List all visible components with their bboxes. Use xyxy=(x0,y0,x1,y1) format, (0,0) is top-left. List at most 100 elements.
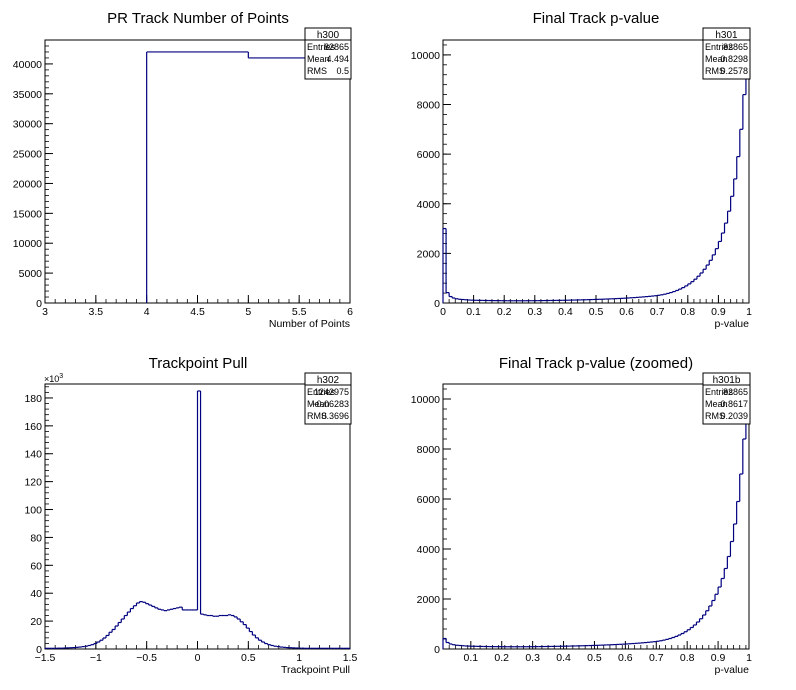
y-tick-label: 40 xyxy=(30,588,42,600)
x-tick-label: −1.5 xyxy=(35,652,56,664)
stats-label: Mean xyxy=(307,399,330,409)
y-tick-label: 0 xyxy=(36,644,42,656)
x-tick-label: −0.5 xyxy=(136,652,157,664)
histogram-line xyxy=(146,51,350,303)
x-axis-label: p-value xyxy=(715,318,750,330)
stats-value: 82865 xyxy=(324,42,349,52)
stats-box-frame xyxy=(304,372,352,425)
y-tick-label: 4000 xyxy=(417,544,441,556)
stats-box-name: h301b xyxy=(713,375,741,386)
y-tick-label: 6000 xyxy=(417,494,441,506)
stats-value: 82865 xyxy=(723,387,748,397)
stats-value: 0.8617 xyxy=(720,399,748,409)
y-tick-label: 5000 xyxy=(19,268,43,280)
y-tick-label: 140 xyxy=(24,449,42,461)
y-tick-label: 0 xyxy=(434,298,440,310)
stats-value: 1242975 xyxy=(314,387,349,397)
y-tick-label: 120 xyxy=(24,477,42,489)
x-tick-label: 5.5 xyxy=(292,306,307,318)
y-tick-label: 100 xyxy=(24,505,42,517)
stats-value: 0.8298 xyxy=(720,54,748,64)
stats-label: Entries xyxy=(705,42,734,52)
x-tick-label: 1.5 xyxy=(343,652,358,664)
stats-value: 4.494 xyxy=(326,54,349,64)
stats-label: RMS xyxy=(307,66,327,76)
stats-label: Mean xyxy=(705,399,728,409)
chart-title: Final Track p-value xyxy=(533,10,660,27)
x-axis-label: Number of Points xyxy=(269,318,350,330)
stats-box-frame xyxy=(702,372,751,425)
x-tick-label: 0.6 xyxy=(618,652,633,664)
axis-ticks: 3 3.5 4 4.5 5 5.5 6 0 5000 10000 15000 20000 25000 30… xyxy=(13,39,353,318)
x-tick-label: 1 xyxy=(746,306,752,318)
x-tick-label: 1 xyxy=(296,652,302,664)
stats-value: 0.3696 xyxy=(321,411,349,421)
y-tick-label: 8000 xyxy=(417,100,441,112)
x-tick-label: 0 xyxy=(440,306,446,318)
y-tick-label: 160 xyxy=(24,421,42,433)
stats-box-frame xyxy=(304,27,352,80)
stats-label: Entries xyxy=(307,42,336,52)
x-tick-label: 0.2 xyxy=(497,306,512,318)
x-tick-label: 0.6 xyxy=(619,306,634,318)
stats-label: Mean xyxy=(705,54,728,64)
stats-label: Entries xyxy=(705,387,734,397)
x-tick-label: 0.1 xyxy=(464,652,479,664)
y-tick-label: 6000 xyxy=(417,149,441,161)
x-tick-label: 0.5 xyxy=(589,306,604,318)
pad-trackpoint-pull: Trackpoint Pull ×103 −1.5 −1 −0.5 0 0.5 1 1.5 0… xyxy=(24,355,357,676)
y-tick-label: 35000 xyxy=(13,89,42,101)
chart-title: PR Track Number of Points xyxy=(107,10,289,27)
stats-label: RMS xyxy=(705,66,725,76)
x-tick-label: 0.7 xyxy=(650,306,665,318)
stats-label: RMS xyxy=(705,411,725,421)
chart-title: Final Track p-value (zoomed) xyxy=(499,355,693,372)
stats-box-frame xyxy=(702,27,751,80)
x-tick-label: 0.9 xyxy=(711,306,726,318)
x-tick-label: 4 xyxy=(144,306,150,318)
stats-label: RMS xyxy=(307,411,327,421)
x-tick-label: 0.8 xyxy=(680,652,695,664)
axis-ticks: −1.5 −1 −0.5 0 0.5 1 1.5 0 20 40 60 80 100 120 140 160 1… xyxy=(24,386,358,664)
x-tick-label: −1 xyxy=(90,652,102,664)
histogram-line xyxy=(442,393,749,649)
y-tick-label: 80 xyxy=(30,532,42,544)
x-tick-label: 3 xyxy=(42,306,48,318)
x-tick-label: 3.5 xyxy=(89,306,104,318)
x-tick-label: 0 xyxy=(195,652,201,664)
y-tick-label: 20 xyxy=(30,616,42,628)
x-tick-label: 0.3 xyxy=(527,306,542,318)
x-tick-label: 0.5 xyxy=(241,652,256,664)
histogram-line xyxy=(442,49,749,303)
stats-label: Mean xyxy=(307,54,330,64)
x-tick-label: 0.3 xyxy=(525,652,540,664)
y-tick-label: 10000 xyxy=(411,50,440,62)
y-tick-label: 10000 xyxy=(411,394,440,406)
y-tick-label: 15000 xyxy=(13,208,42,220)
x-tick-label: 0.5 xyxy=(587,652,602,664)
y-tick-label: 180 xyxy=(24,393,42,405)
x-tick-label: 6 xyxy=(347,306,353,318)
x-tick-label: 0.4 xyxy=(558,306,573,318)
y-tick-label: 40000 xyxy=(13,59,42,71)
axis-ticks: 0.1 0.2 0.3 0.4 0.5 0.6 0.7 0.8 0.9 1 0 2000 4000 600… xyxy=(411,388,752,664)
stats-label: Entries xyxy=(307,387,336,397)
stats-box-name: h300 xyxy=(317,30,340,41)
stats-box-name: h302 xyxy=(317,375,340,386)
x-tick-label: 0.4 xyxy=(556,652,571,664)
y-tick-label: 30000 xyxy=(13,119,42,131)
axis-ticks: 0 0.1 0.2 0.3 0.4 0.5 0.6 0.7 0.8 0.9 1 0 2000 4000 60… xyxy=(411,44,752,318)
pad-final-track-pvalue-zoomed: Final Track p-value (zoomed) 0.1 0.2 0.3 0.… xyxy=(411,355,752,676)
stats-value: 0.5 xyxy=(336,66,349,76)
plot-frame xyxy=(442,383,750,650)
y-tick-label: 20000 xyxy=(13,178,42,190)
stats-value: −0.06283 xyxy=(311,399,349,409)
chart-title: Trackpoint Pull xyxy=(149,355,248,372)
x-tick-label: 0.7 xyxy=(649,652,664,664)
plot-frame xyxy=(44,39,351,304)
